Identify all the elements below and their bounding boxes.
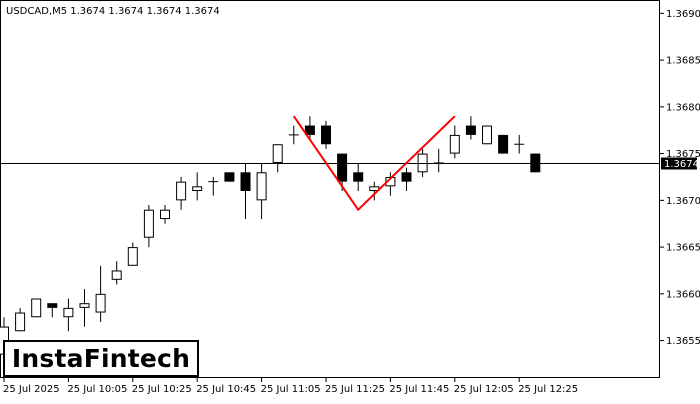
candle-body bbox=[401, 172, 412, 182]
candle bbox=[530, 153, 541, 173]
candle-body bbox=[79, 303, 90, 308]
candle bbox=[95, 265, 106, 322]
candle bbox=[208, 176, 219, 196]
candle-body bbox=[31, 298, 42, 318]
candle bbox=[240, 162, 251, 220]
x-tick-label: 25 Jul 11:05 bbox=[261, 384, 321, 395]
instafintech-logo: InstaFintech bbox=[3, 340, 199, 377]
candle bbox=[433, 148, 444, 173]
candle bbox=[465, 116, 476, 140]
current-price-tag: 1.3674 bbox=[661, 157, 699, 170]
logo-text: InstaFintech bbox=[11, 344, 191, 373]
pattern-line bbox=[292, 115, 456, 212]
x-tick-label: 25 Jul 10:25 bbox=[132, 384, 192, 395]
candle-body bbox=[256, 172, 267, 201]
candle bbox=[127, 242, 138, 266]
candle-body bbox=[127, 247, 138, 266]
candle bbox=[176, 176, 187, 210]
y-tick-label: 1.3670 bbox=[666, 196, 700, 207]
candle bbox=[514, 134, 525, 154]
candle bbox=[321, 120, 331, 149]
y-tick-label: 1.3660 bbox=[666, 289, 700, 300]
candle bbox=[143, 205, 154, 248]
x-tick-label: 25 Jul 12:05 bbox=[454, 384, 514, 395]
candle bbox=[304, 116, 315, 140]
y-tick-label: 1.3655 bbox=[666, 336, 700, 347]
candle-body bbox=[47, 303, 58, 308]
candle-body bbox=[143, 209, 154, 238]
candles-group bbox=[0, 116, 541, 374]
candle-body bbox=[417, 153, 428, 173]
current-price-tag-bg bbox=[661, 157, 697, 170]
symbol-header: USDCAD,M5 1.3674 1.3674 1.3674 1.3674 bbox=[6, 6, 220, 17]
candle-body bbox=[272, 144, 283, 163]
candle bbox=[288, 125, 299, 145]
x-axis: 25 Jul 2025 25 Jul 10:05 25 Jul 10:25 25 Ju… bbox=[3, 378, 578, 395]
y-tick-label: 1.3685 bbox=[666, 56, 700, 67]
x-tick-label: 25 Jul 10:05 bbox=[67, 384, 127, 395]
candle bbox=[192, 172, 203, 201]
candle bbox=[401, 167, 412, 191]
candle bbox=[31, 298, 42, 318]
candle bbox=[272, 144, 283, 173]
candle bbox=[449, 125, 460, 159]
candle bbox=[47, 303, 58, 318]
current-price-label: 1.3674 bbox=[664, 159, 699, 170]
candle bbox=[353, 162, 364, 191]
candle bbox=[79, 289, 90, 327]
candle-body bbox=[465, 125, 476, 135]
y-tick-label: 1.3690 bbox=[666, 9, 700, 20]
candle bbox=[482, 125, 492, 145]
candle-body bbox=[304, 125, 315, 135]
candle-body bbox=[321, 125, 331, 145]
candle-body bbox=[15, 312, 26, 332]
y-tick-label: 1.3665 bbox=[666, 243, 700, 254]
candle-body bbox=[160, 209, 170, 220]
candle-body bbox=[111, 270, 122, 280]
candle-body bbox=[95, 293, 106, 313]
plot-frame bbox=[0, 0, 660, 378]
y-axis: 1.3655 1.3660 1.3665 1.3670 1.3675 1.3680 1.36… bbox=[660, 9, 700, 347]
candle-body bbox=[530, 153, 541, 173]
x-tick-label: 25 Jul 12:25 bbox=[518, 384, 578, 395]
x-tick-label: 25 Jul 11:45 bbox=[389, 384, 449, 395]
candle-body bbox=[498, 134, 509, 154]
candle bbox=[256, 162, 267, 220]
candle bbox=[498, 134, 509, 154]
x-tick-label: 25 Jul 11:25 bbox=[325, 384, 385, 395]
x-tick-label: 25 Jul 2025 bbox=[3, 384, 60, 395]
candle bbox=[63, 298, 74, 332]
y-tick-label: 1.3675 bbox=[666, 149, 700, 160]
x-tick-label: 25 Jul 10:45 bbox=[196, 384, 256, 395]
candle-body bbox=[176, 181, 187, 201]
candle-body bbox=[353, 172, 364, 182]
candle bbox=[15, 307, 26, 332]
candle-body bbox=[192, 186, 203, 191]
candle-body bbox=[240, 172, 251, 192]
candle bbox=[160, 205, 170, 224]
candle bbox=[417, 148, 428, 177]
candle-body bbox=[482, 125, 492, 145]
candle-body bbox=[449, 134, 460, 154]
candle-body bbox=[63, 307, 74, 318]
candle-body bbox=[337, 153, 348, 182]
candle-body bbox=[224, 172, 235, 182]
y-tick-label: 1.3680 bbox=[666, 102, 700, 113]
candle bbox=[224, 172, 235, 182]
candle bbox=[111, 261, 122, 285]
